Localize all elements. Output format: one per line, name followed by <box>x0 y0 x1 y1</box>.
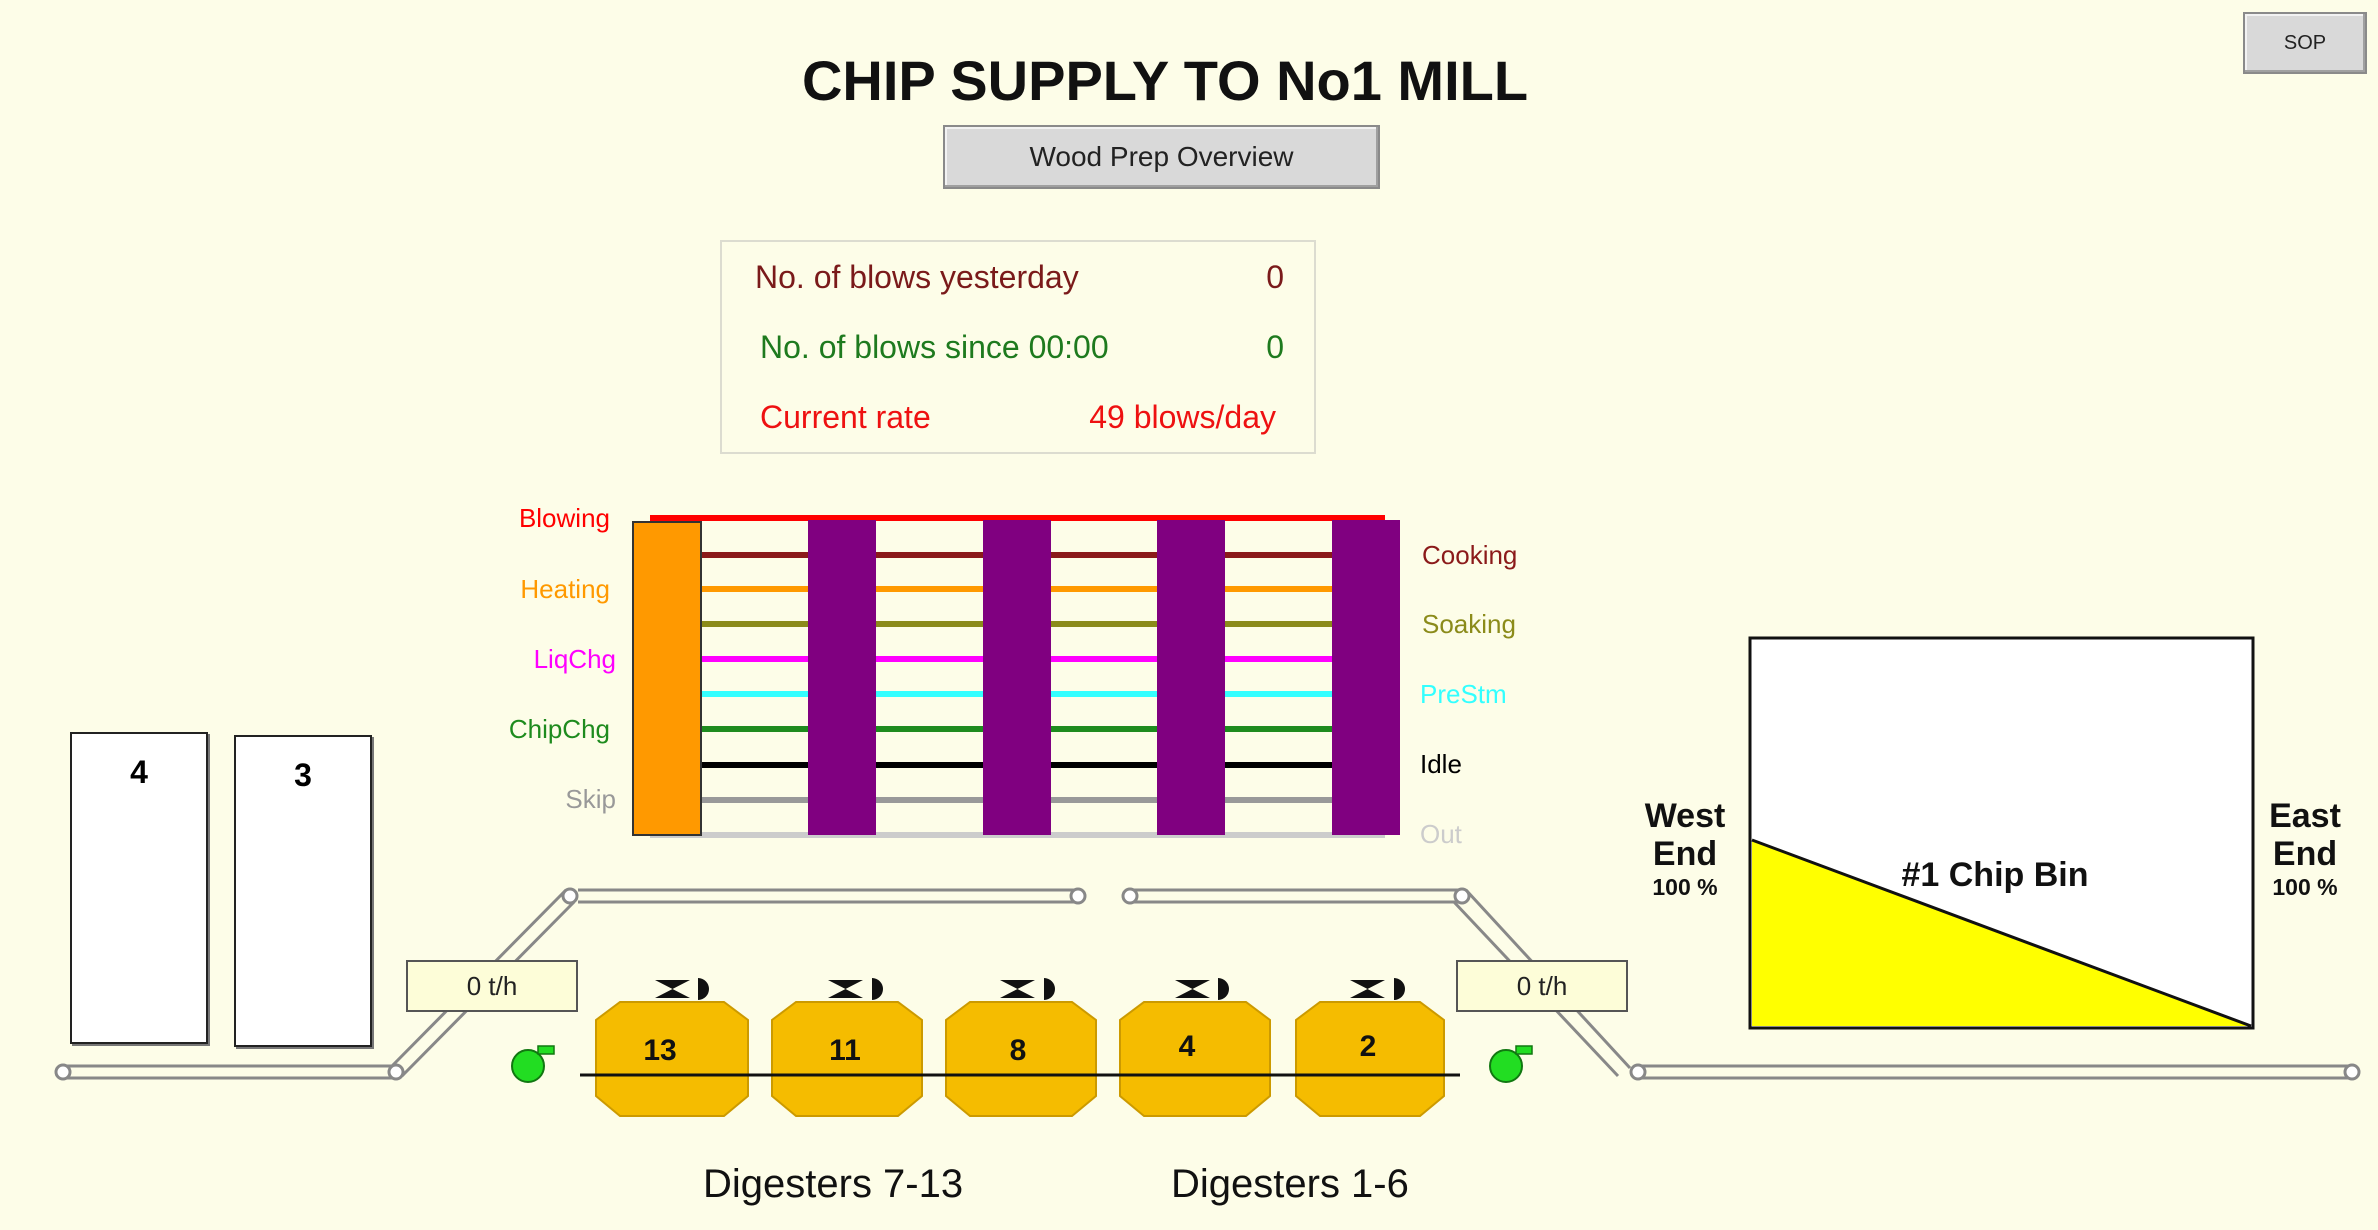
digester-4: 4 <box>1119 978 1271 1117</box>
wood-prep-overview-button[interactable]: Wood Prep Overview <box>943 125 1380 189</box>
sop-button[interactable]: SOP <box>2243 12 2367 74</box>
digester-11: 11 <box>771 978 923 1117</box>
state-label-blowing: Blowing <box>518 503 610 533</box>
state-label-skip: Skip <box>565 784 616 814</box>
digester-state-bar-4 <box>1157 520 1225 835</box>
left-feed-rate: 0 t/h <box>406 960 578 1012</box>
digester-state-bar-2 <box>808 520 876 835</box>
state-label-heating: Heating <box>520 574 610 604</box>
chip-bin: #1 Chip Bin <box>1748 636 2255 1030</box>
digester-state-bar-5 <box>1332 520 1400 835</box>
blows-yesterday-label: No. of blows yesterday <box>755 259 1079 295</box>
digester-number: 4 <box>1179 1030 1196 1063</box>
digester-13: 13 <box>595 978 749 1117</box>
conveyors <box>54 887 2361 1081</box>
digester-number: 8 <box>1010 1034 1027 1067</box>
state-label-cooking: Cooking <box>1422 540 1518 570</box>
page-title: CHIP SUPPLY TO No1 MILL <box>801 49 1529 112</box>
state-label-prestm: PreStm <box>1420 679 1507 709</box>
digester-state-bar-3 <box>983 520 1051 835</box>
blows-yesterday-value: 0 <box>1266 259 1284 295</box>
chip-bin-label: #1 Chip Bin <box>1901 856 2088 894</box>
silo-3: 3 <box>234 735 372 1047</box>
east-end-percent: 100 % <box>2272 874 2338 900</box>
state-label-chipchg: ChipChg <box>508 714 610 744</box>
digester-2: 2 <box>1295 978 1445 1117</box>
section-label-digesters-1-6: Digesters 1-6 <box>1171 1162 1409 1206</box>
west-end-percent: 100 % <box>1652 874 1718 900</box>
digester-state-bar-1 <box>632 521 702 836</box>
digester-number: 2 <box>1360 1030 1377 1063</box>
state-label-liqchg: LiqChg <box>533 644 616 674</box>
digester-number: 13 <box>643 1034 676 1067</box>
blows-since-label: No. of blows since 00:00 <box>760 329 1109 365</box>
current-rate-label: Current rate <box>760 399 931 435</box>
west-end-text: West End <box>1644 797 1726 873</box>
digester-8: 8 <box>945 978 1097 1117</box>
west-end-label: West End 100 % <box>1630 797 1740 901</box>
blows-since-value: 0 <box>1266 329 1284 365</box>
digester-state-chart <box>632 515 1400 838</box>
left-top-conveyor <box>578 887 1087 905</box>
blows-panel: No. of blows yesterday 0 No. of blows si… <box>720 240 1316 454</box>
state-label-idle: Idle <box>1420 749 1462 779</box>
current-rate-value: 49 blows/day <box>1089 399 1276 435</box>
right-fan-icon <box>1489 1045 1533 1083</box>
right-top-conveyor <box>1121 887 1471 905</box>
right-bottom-conveyor <box>1629 1063 2361 1081</box>
silo-4: 4 <box>70 732 208 1044</box>
digester-number: 11 <box>829 1034 861 1067</box>
silo-number: 3 <box>294 757 312 793</box>
left-fan-icon <box>511 1045 555 1083</box>
section-label-digesters-7-13: Digesters 7-13 <box>703 1162 964 1206</box>
state-label-out: Out <box>1420 819 1462 849</box>
silo-number: 4 <box>130 754 148 790</box>
left-bottom-conveyor <box>54 1063 405 1081</box>
east-end-text: East End <box>2269 797 2341 873</box>
right-feed-rate: 0 t/h <box>1456 960 1628 1012</box>
state-label-soaking: Soaking <box>1422 609 1516 639</box>
east-end-label: East End 100 % <box>2250 797 2360 901</box>
